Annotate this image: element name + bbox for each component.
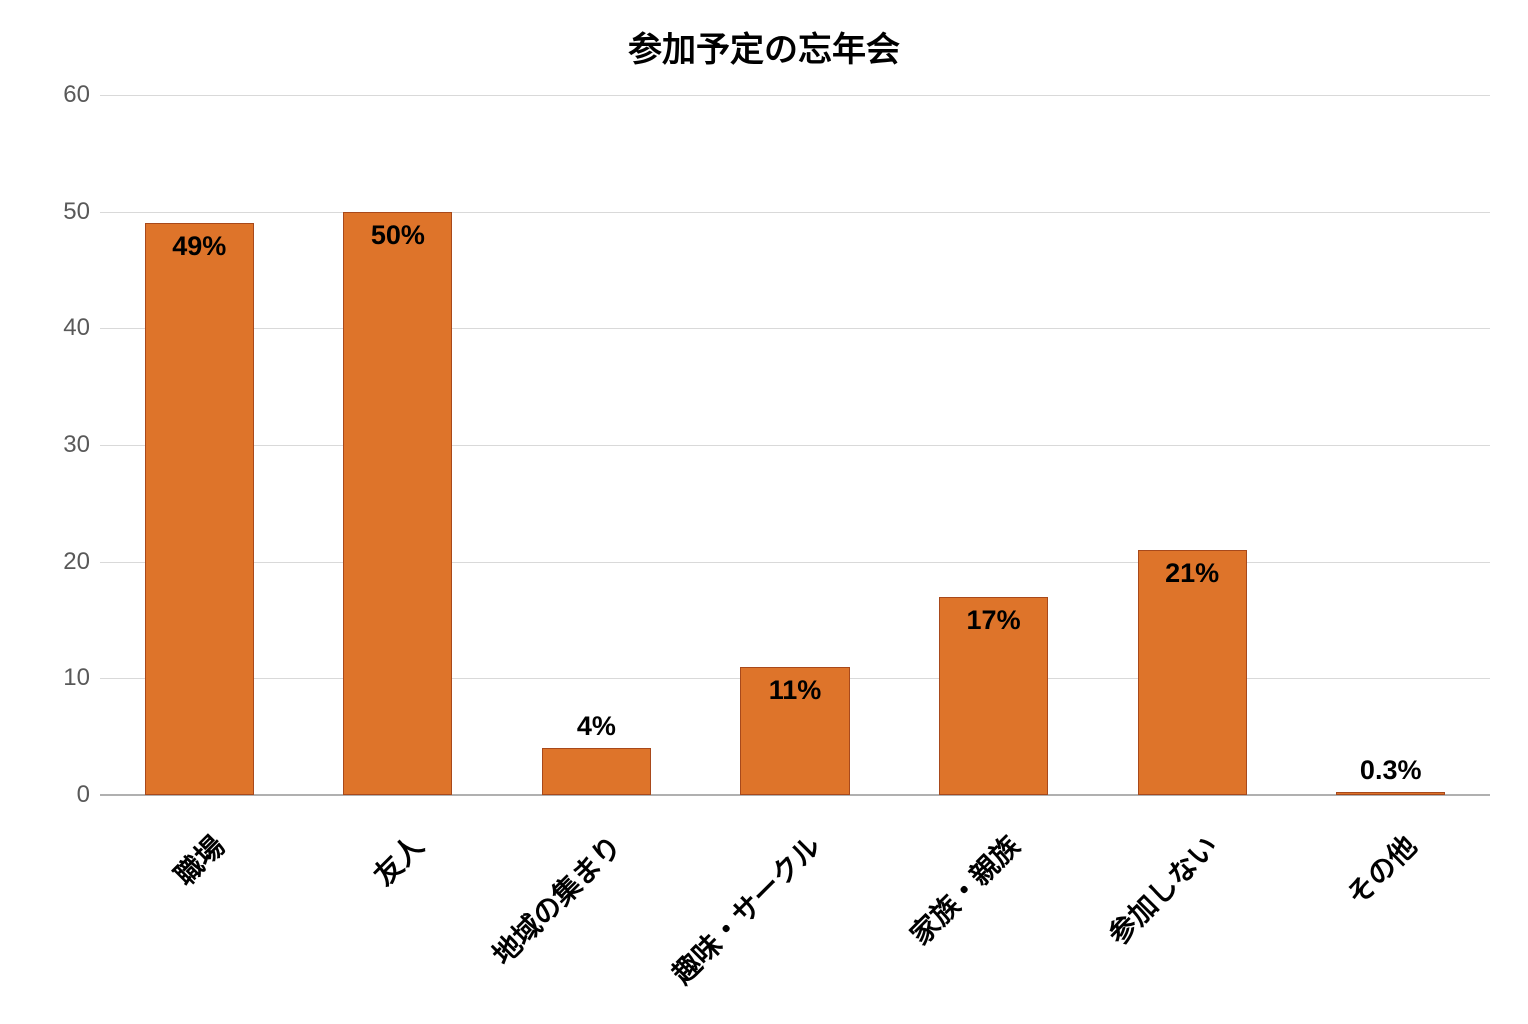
bar-value-label: 11%: [710, 675, 879, 706]
y-tick-label: 30: [45, 431, 90, 459]
bar: [145, 223, 254, 795]
x-tick-label: 参加しない: [915, 826, 1226, 1024]
bar-value-label: 0.3%: [1306, 755, 1475, 786]
bar-value-label: 4%: [512, 711, 681, 742]
x-tick-label: 地域の集まり: [319, 826, 630, 1024]
gridline: [100, 445, 1490, 446]
bar-value-label: 21%: [1108, 558, 1277, 589]
x-tick-label: 趣味・サークル: [517, 826, 828, 1024]
x-tick-label: その他: [1113, 826, 1424, 1024]
gridline: [100, 212, 1490, 213]
bar-value-label: 50%: [313, 220, 482, 251]
y-tick-label: 40: [45, 314, 90, 342]
y-tick-label: 50: [45, 198, 90, 226]
bar-value-label: 17%: [909, 605, 1078, 636]
y-tick-label: 60: [45, 81, 90, 109]
chart-container: 参加予定の忘年会 010203040506049%職場50%友人4%地域の集まり…: [0, 0, 1528, 1024]
bar: [343, 212, 452, 795]
bar-value-label: 49%: [115, 231, 284, 262]
x-tick-label: 家族・親族: [716, 826, 1027, 1024]
chart-title: 参加予定の忘年会: [0, 22, 1528, 71]
x-tick-label: 職場: [0, 826, 233, 1024]
y-tick-label: 0: [45, 781, 90, 809]
x-tick-label: 友人: [120, 826, 431, 1024]
plot-area: 010203040506049%職場50%友人4%地域の集まり11%趣味・サーク…: [100, 95, 1490, 795]
bar: [542, 748, 651, 795]
gridline: [100, 328, 1490, 329]
gridline: [100, 95, 1490, 96]
gridline: [100, 562, 1490, 563]
y-tick-label: 10: [45, 664, 90, 692]
bar: [1336, 792, 1445, 796]
y-tick-label: 20: [45, 548, 90, 576]
